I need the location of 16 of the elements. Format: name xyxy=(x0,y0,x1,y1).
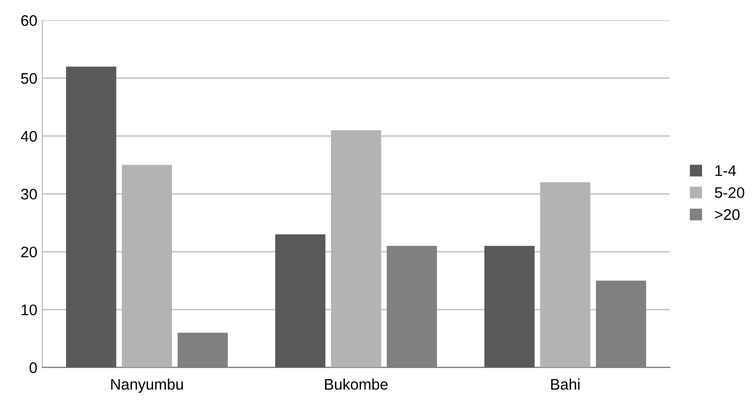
y-tick-label: 30 xyxy=(21,188,37,200)
y-tick-label: 60 xyxy=(21,15,37,26)
legend-label: 5-20 xyxy=(714,187,744,198)
bar xyxy=(66,66,116,368)
bar xyxy=(275,234,326,368)
x-tick-label: Bukombe xyxy=(325,378,388,390)
x-tick-label: Bahi xyxy=(551,378,580,390)
y-tick-label: 20 xyxy=(21,246,37,258)
y-tick-label: 40 xyxy=(20,130,37,142)
y-tick-label: 50 xyxy=(21,73,37,84)
y-tick-label: 0 xyxy=(30,362,37,374)
y-tick-label: 10 xyxy=(22,304,37,316)
legend-label: 1-4 xyxy=(715,165,736,176)
x-tick-label: Nanyumbu xyxy=(111,378,183,393)
legend-label: >20 xyxy=(715,209,740,220)
bar xyxy=(484,246,535,368)
